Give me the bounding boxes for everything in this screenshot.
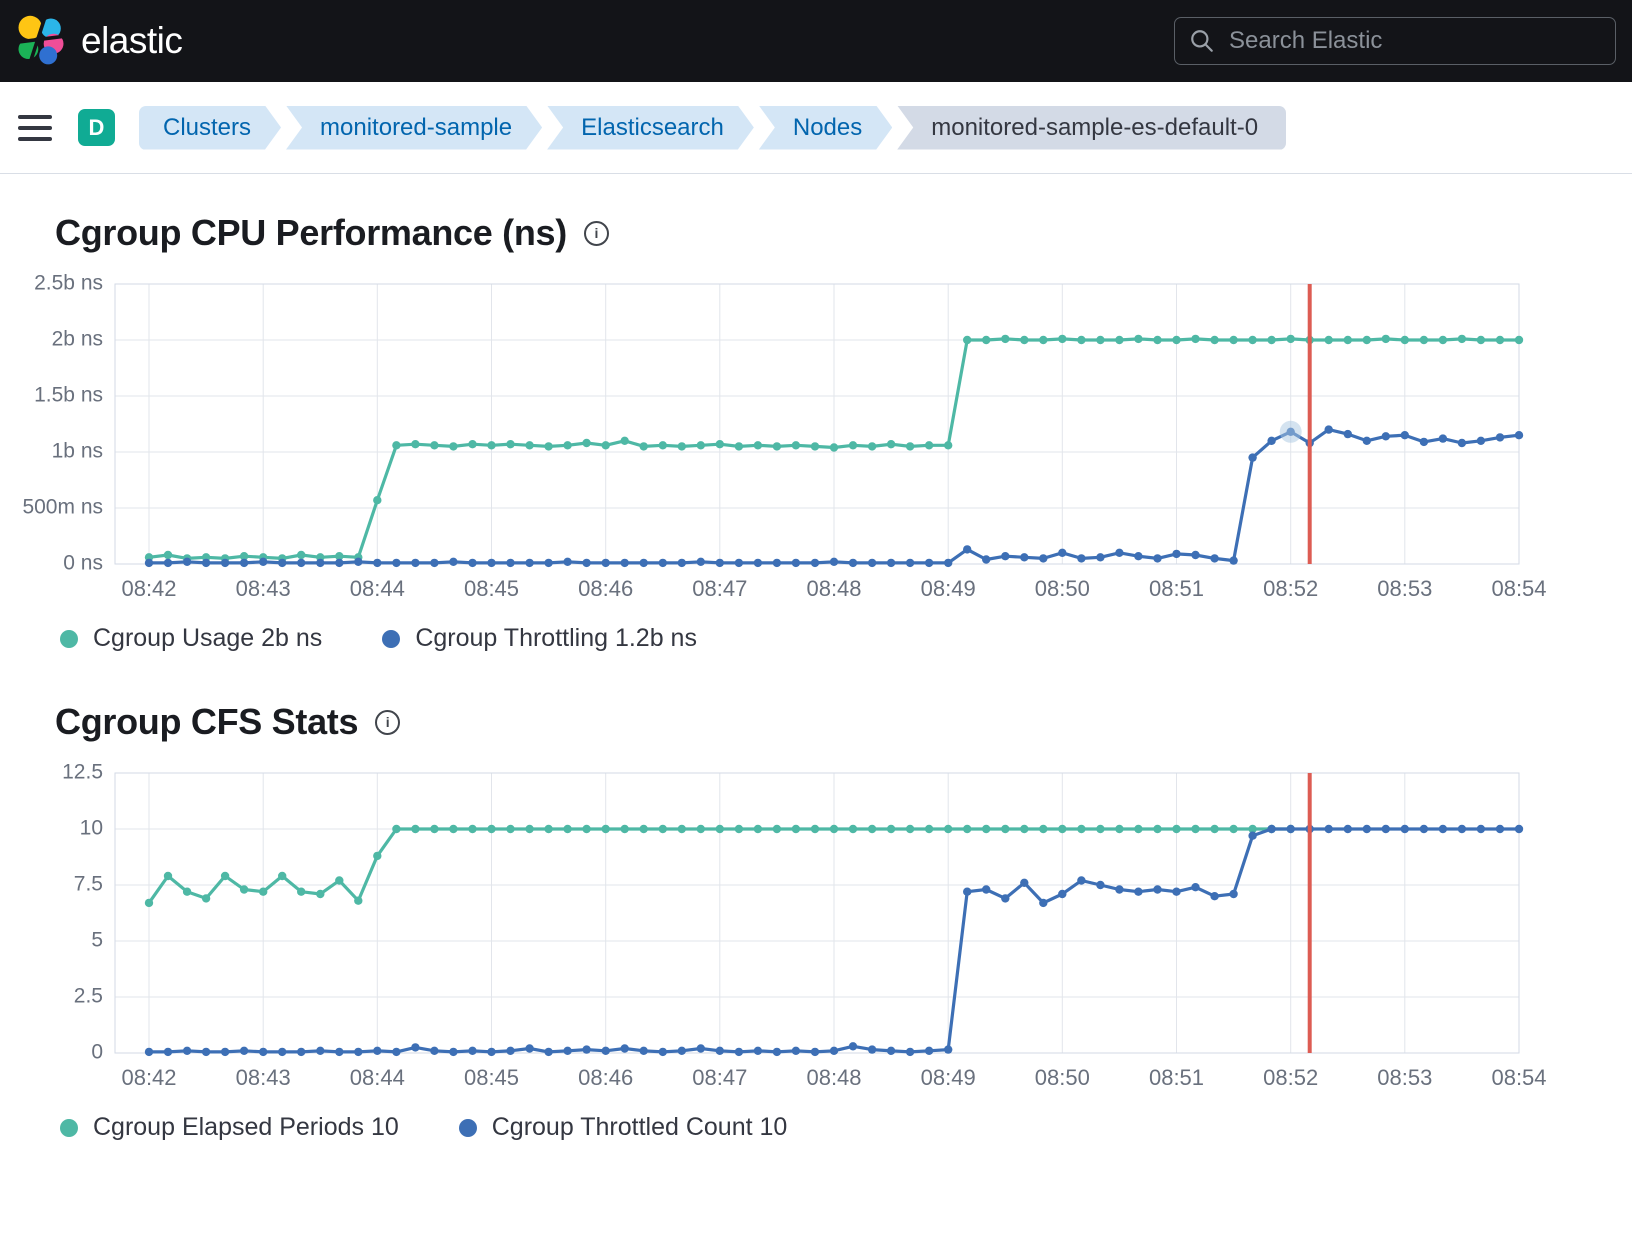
svg-text:08:51: 08:51 — [1149, 1065, 1204, 1090]
svg-text:7.5: 7.5 — [74, 873, 103, 896]
cgroup-cpu-performance-chart[interactable]: 0 ns 500m ns 1b ns 1.5b ns 2b ns 2.5b ns 08:42… — [22, 272, 1575, 612]
cfs-stats-section-header: Cgroup CFS Stats i — [55, 701, 1632, 743]
space-avatar[interactable]: D — [78, 109, 115, 146]
svg-text:08:49: 08:49 — [921, 576, 976, 601]
svg-text:1b ns: 1b ns — [52, 440, 103, 463]
cpu-performance-section-header: Cgroup CPU Performance (ns) i — [55, 212, 1632, 254]
legend-dot-blue — [458, 1118, 477, 1137]
svg-text:08:42: 08:42 — [121, 1065, 176, 1090]
elastic-logo — [14, 14, 68, 68]
legend-label: Cgroup Elapsed Periods 10 — [93, 1113, 399, 1141]
legend-item-elapsed-periods[interactable]: Cgroup Elapsed Periods 10 — [60, 1113, 399, 1142]
legend-label: Cgroup Throttled Count 10 — [491, 1113, 788, 1141]
svg-text:08:53: 08:53 — [1377, 1065, 1432, 1090]
cpu-performance-chart-area: 0 ns 500m ns 1b ns 1.5b ns 2b ns 2.5b ns 08:42… — [22, 272, 1632, 612]
legend-label: Cgroup Usage 2b ns — [93, 624, 323, 652]
brand-wordmark: elastic — [81, 20, 183, 61]
svg-text:08:42: 08:42 — [121, 576, 176, 601]
breadcrumb-nodes[interactable]: Nodes — [759, 106, 892, 150]
cfs-stats-title: Cgroup CFS Stats — [55, 701, 359, 742]
svg-text:08:45: 08:45 — [464, 1065, 519, 1090]
svg-text:08:44: 08:44 — [350, 576, 405, 601]
svg-text:08:46: 08:46 — [578, 1065, 633, 1090]
svg-text:500m ns: 500m ns — [22, 496, 103, 519]
breadcrumb-elasticsearch[interactable]: Elasticsearch — [547, 106, 754, 150]
top-header: elastic — [0, 0, 1632, 82]
global-search[interactable] — [1174, 17, 1616, 65]
svg-text:08:48: 08:48 — [806, 576, 861, 601]
info-icon[interactable]: i — [375, 709, 401, 735]
svg-text:08:51: 08:51 — [1149, 576, 1204, 601]
legend-dot-teal — [60, 629, 78, 648]
svg-text:08:52: 08:52 — [1263, 1065, 1318, 1090]
svg-text:08:50: 08:50 — [1035, 576, 1090, 601]
legend-item-cgroup-usage[interactable]: Cgroup Usage 2b ns — [60, 624, 322, 653]
svg-text:08:54: 08:54 — [1491, 1065, 1546, 1090]
cpu-performance-legend: Cgroup Usage 2b ns Cgroup Throttling 1.2… — [60, 624, 1632, 653]
svg-text:08:47: 08:47 — [692, 576, 747, 601]
svg-text:2.5: 2.5 — [74, 985, 103, 1008]
legend-label: Cgroup Throttling 1.2b ns — [415, 624, 697, 652]
svg-text:08:50: 08:50 — [1035, 1065, 1090, 1090]
svg-text:0: 0 — [91, 1041, 103, 1064]
svg-text:10: 10 — [80, 817, 103, 840]
svg-text:08:45: 08:45 — [464, 576, 519, 601]
legend-item-throttled-count[interactable]: Cgroup Throttled Count 10 — [458, 1113, 788, 1142]
svg-text:1.5b ns: 1.5b ns — [34, 384, 103, 407]
elastic-brand[interactable]: elastic — [14, 14, 183, 68]
svg-text:0 ns: 0 ns — [63, 552, 103, 575]
cgroup-cfs-stats-chart[interactable]: 0 2.5 5 7.5 10 12.5 08:42 08:43 08:44 08:45 08:46 0… — [55, 761, 1575, 1101]
svg-text:08:47: 08:47 — [692, 1065, 747, 1090]
breadcrumb-clusters[interactable]: Clusters — [139, 106, 281, 150]
cpu-performance-title: Cgroup CPU Performance (ns) — [55, 212, 567, 253]
breadcrumb: Clusters monitored-sample Elasticsearch … — [139, 105, 1287, 150]
svg-text:08:54: 08:54 — [1491, 576, 1546, 601]
legend-dot-blue — [382, 629, 401, 648]
svg-text:5: 5 — [91, 929, 103, 952]
svg-text:08:43: 08:43 — [236, 576, 291, 601]
info-icon[interactable]: i — [583, 220, 609, 246]
legend-item-cgroup-throttling[interactable]: Cgroup Throttling 1.2b ns — [382, 624, 697, 653]
svg-text:2b ns: 2b ns — [52, 328, 103, 351]
svg-text:08:48: 08:48 — [806, 1065, 861, 1090]
svg-text:08:49: 08:49 — [921, 1065, 976, 1090]
svg-text:08:44: 08:44 — [350, 1065, 405, 1090]
breadcrumb-current-node: monitored-sample-es-default-0 — [897, 105, 1287, 150]
cfs-stats-legend: Cgroup Elapsed Periods 10 Cgroup Throttl… — [60, 1113, 1632, 1142]
legend-dot-teal — [60, 1118, 78, 1137]
search-input[interactable] — [1227, 26, 1601, 56]
breadcrumb-monitored-sample[interactable]: monitored-sample — [286, 106, 542, 150]
search-icon — [1191, 30, 1213, 52]
svg-text:12.5: 12.5 — [62, 761, 103, 784]
menu-button[interactable] — [18, 114, 52, 141]
svg-text:08:43: 08:43 — [236, 1065, 291, 1090]
svg-text:08:53: 08:53 — [1377, 576, 1432, 601]
svg-text:08:46: 08:46 — [578, 576, 633, 601]
breadcrumb-bar: D Clusters monitored-sample Elasticsearc… — [0, 82, 1632, 174]
cfs-stats-chart-area: 0 2.5 5 7.5 10 12.5 08:42 08:43 08:44 08:45 08:46 0… — [55, 761, 1632, 1101]
svg-text:08:52: 08:52 — [1263, 576, 1318, 601]
svg-text:2.5b ns: 2.5b ns — [34, 272, 103, 295]
